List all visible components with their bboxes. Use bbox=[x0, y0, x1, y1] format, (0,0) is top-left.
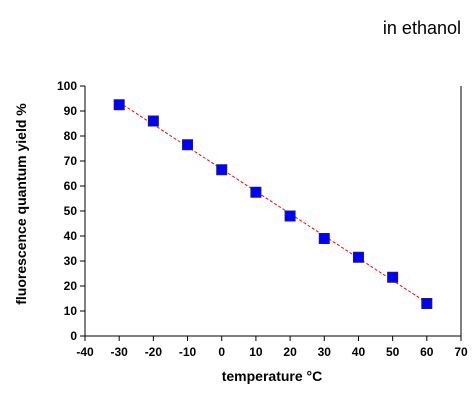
y-tick-label-6: 60 bbox=[64, 179, 78, 193]
x-tick-label-3: -10 bbox=[179, 345, 197, 359]
plot-layer: 0 10 20 30 40 50 60 70 80 90 100 -40 -30 -20 -10 0 10 20 3… bbox=[57, 79, 468, 359]
data-point-1 bbox=[147, 115, 159, 127]
x-tick-label-10: 60 bbox=[420, 345, 434, 359]
data-point-7 bbox=[352, 251, 364, 263]
y-axis-title: fluorescence quantum yield % bbox=[13, 103, 29, 305]
x-tick-label-0: -40 bbox=[76, 345, 94, 359]
data-point-0 bbox=[113, 99, 125, 111]
annotation-label: in ethanol bbox=[383, 18, 461, 38]
data-point-5 bbox=[284, 210, 296, 222]
y-tick-label-5: 50 bbox=[64, 204, 78, 218]
data-point-3 bbox=[216, 164, 228, 176]
y-tick-label-7: 70 bbox=[64, 154, 78, 168]
x-tick-label-2: -20 bbox=[145, 345, 163, 359]
x-tick-label-5: 10 bbox=[249, 345, 263, 359]
x-tick-label-6: 20 bbox=[283, 345, 297, 359]
data-point-6 bbox=[318, 233, 330, 244]
y-tick-label-8: 80 bbox=[64, 129, 78, 143]
x-axis-title: temperature °C bbox=[222, 368, 323, 384]
y-tick-label-4: 40 bbox=[64, 229, 78, 243]
y-tick-label-2: 20 bbox=[64, 279, 78, 293]
y-tick-label-0: 0 bbox=[70, 329, 77, 343]
y-tick-label-3: 30 bbox=[64, 254, 78, 268]
x-tick-label-8: 40 bbox=[352, 345, 366, 359]
data-point-2 bbox=[182, 139, 194, 151]
y-tick-label-1: 10 bbox=[64, 304, 78, 318]
data-point-9 bbox=[421, 298, 433, 309]
data-point-4 bbox=[250, 186, 262, 198]
data-point-8 bbox=[387, 271, 399, 283]
y-tick-label-9: 90 bbox=[64, 104, 78, 118]
x-tick-label-9: 50 bbox=[386, 345, 400, 359]
linear-fit-line bbox=[118, 101, 428, 304]
x-tick-label-11: 70 bbox=[454, 345, 468, 359]
x-tick-label-1: -30 bbox=[111, 345, 129, 359]
x-tick-label-7: 30 bbox=[318, 345, 332, 359]
x-tick-label-4: 0 bbox=[218, 345, 225, 359]
y-tick-label-10: 100 bbox=[57, 79, 77, 93]
